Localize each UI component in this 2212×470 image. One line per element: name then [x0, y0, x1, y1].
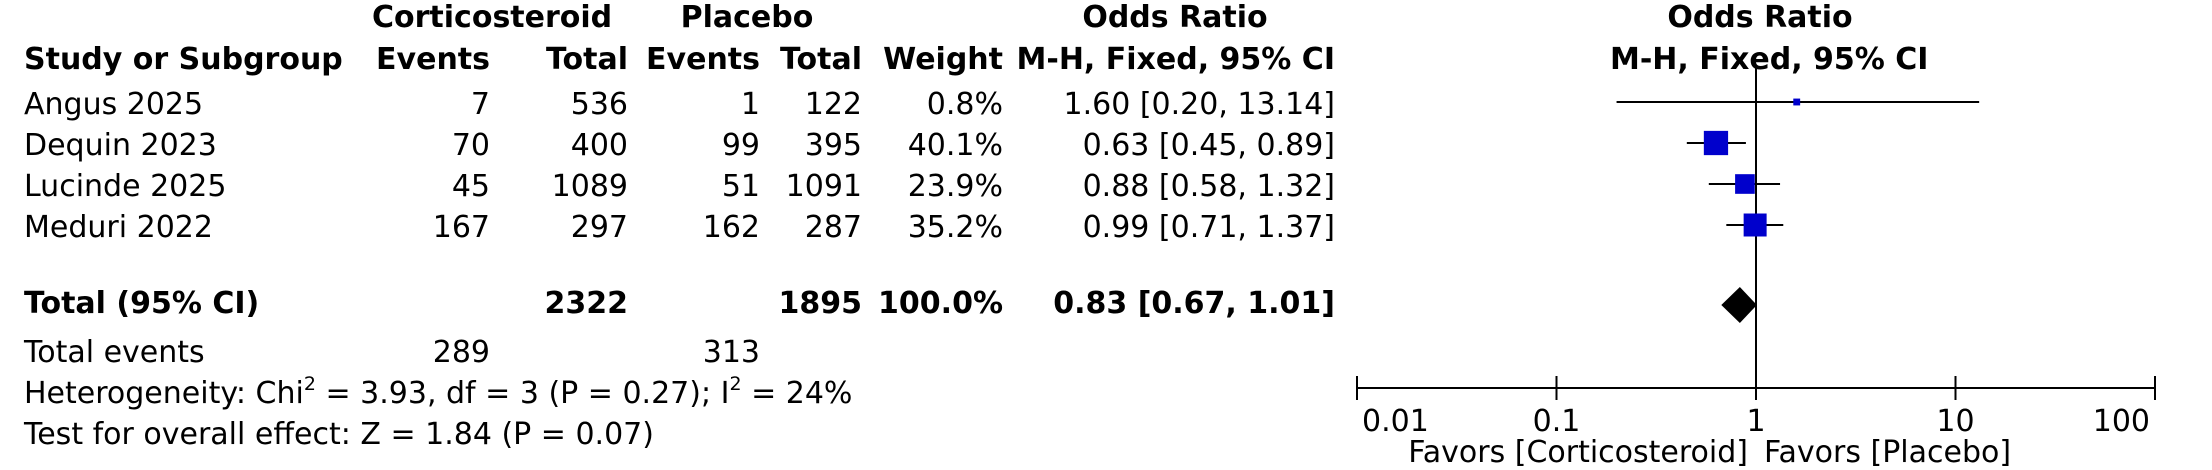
total1-cell: 536 [570, 87, 628, 122]
group2-header: Placebo [680, 0, 814, 35]
weight-cell: 0.8% [926, 87, 1003, 122]
total-events1: 289 [432, 335, 490, 370]
total2-cell: 287 [804, 210, 862, 245]
total1-sum: 2322 [544, 286, 629, 321]
group1-header: Corticosteroid [372, 0, 613, 35]
weight-header: Weight [883, 42, 1003, 77]
events1-cell: 7 [470, 87, 490, 122]
events1-cell: 45 [451, 169, 490, 204]
tick-label: 0.01 [1362, 404, 1429, 439]
events2-cell: 51 [721, 169, 760, 204]
events2-header: Events [646, 42, 760, 77]
study-name: Dequin 2023 [24, 128, 217, 163]
odds-ratio-plot-header: Odds Ratio [1667, 0, 1853, 35]
total1-cell: 1089 [551, 169, 628, 204]
total-events-label: Total events [24, 335, 205, 370]
events1-cell: 70 [451, 128, 490, 163]
tick-label: 0.1 [1533, 404, 1581, 439]
study-name: Angus 2025 [24, 87, 204, 122]
weight-cell: 23.9% [907, 169, 1003, 204]
total1-cell: 400 [570, 128, 628, 163]
study-column-header: Study or Subgroup [24, 42, 343, 77]
odds-ratio-header: Odds Ratio [1082, 0, 1268, 35]
weight-cell: 35.2% [907, 210, 1003, 245]
total-label: Total (95% CI) [24, 286, 260, 321]
total2-header: Total [780, 42, 862, 77]
events2-cell: 99 [721, 128, 760, 163]
events1-cell: 167 [432, 210, 490, 245]
total2-cell: 1091 [785, 169, 862, 204]
events2-cell: 162 [702, 210, 760, 245]
study-square [1703, 130, 1729, 156]
weight-cell: 40.1% [907, 128, 1003, 163]
total1-cell: 297 [570, 210, 628, 245]
study-square [1793, 98, 1801, 106]
heterogeneity-text: Heterogeneity: Chi2 = 3.93, df = 3 (P = … [24, 373, 853, 412]
total2-cell: 122 [804, 87, 862, 122]
overall-effect-text: Test for overall effect: Z = 1.84 (P = 0… [24, 417, 654, 452]
tick-label: 1 [1746, 404, 1765, 439]
ci-cell: 0.63 [0.45, 0.89] [1082, 128, 1335, 163]
pooled-diamond [1721, 287, 1757, 323]
method-header: M-H, Fixed, 95% CI [1016, 42, 1335, 77]
total2-cell: 395 [804, 128, 862, 163]
total-events2: 313 [702, 335, 760, 370]
method-plot-header: M-H, Fixed, 95% CI [1610, 42, 1929, 77]
events1-header: Events [376, 42, 490, 77]
total1-header: Total [546, 42, 628, 77]
study-square [1743, 213, 1767, 237]
total-weight: 100.0% [878, 286, 1003, 321]
study-name: Meduri 2022 [24, 210, 213, 245]
favors-right-label: Favors [Placebo] [1764, 435, 2011, 470]
favors-left-label: Favors [Corticosteroid] [1408, 435, 1748, 470]
ci-cell: 0.99 [0.71, 1.37] [1082, 210, 1335, 245]
ci-cell: 0.88 [0.58, 1.32] [1082, 169, 1335, 204]
study-square [1735, 174, 1755, 194]
study-name: Lucinde 2025 [24, 169, 227, 204]
ci-cell: 1.60 [0.20, 13.14] [1063, 87, 1336, 122]
tick-label: 100 [2093, 404, 2150, 439]
total2-sum: 1895 [778, 286, 863, 321]
tick-label: 10 [1936, 404, 1974, 439]
total-ci: 0.83 [0.67, 1.01] [1053, 286, 1335, 321]
events2-cell: 1 [740, 87, 760, 122]
